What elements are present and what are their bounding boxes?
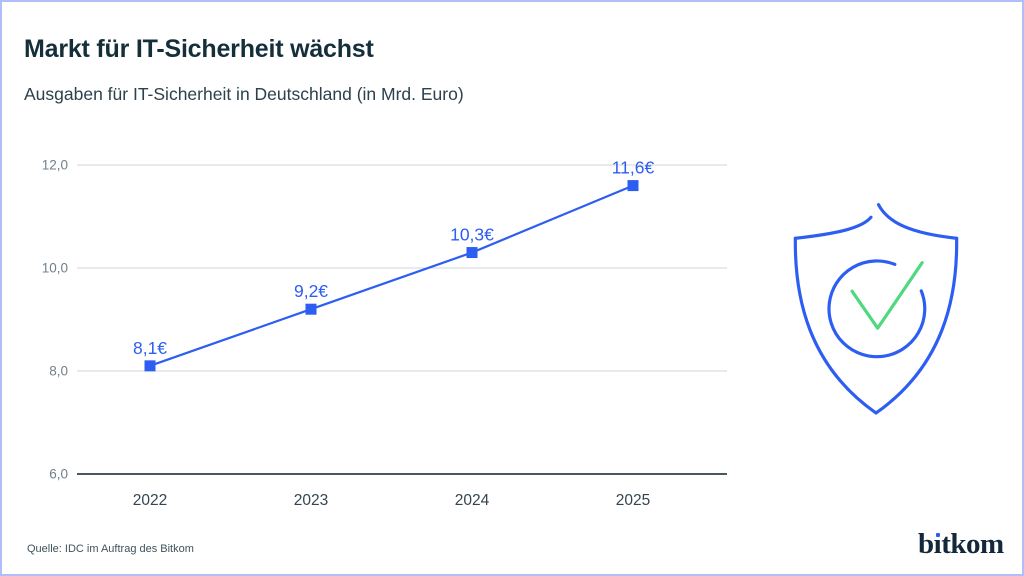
bitkom-logo: bı tkom: [918, 528, 1004, 561]
page-title: Markt für IT-Sicherheit wächst: [24, 35, 374, 63]
logo-text-suffix: tkom: [941, 528, 1004, 560]
data-point-label-2022: 8,1€: [133, 338, 167, 358]
data-line: [149, 184, 634, 367]
y-tick-label: 8,0: [49, 364, 68, 379]
data-point-2022: [144, 360, 156, 372]
data-point-label-2025: 11,6€: [612, 158, 655, 178]
logo-i-dot-icon: [935, 532, 941, 537]
shield-top-left: [793, 215, 873, 240]
y-tick-label: 10,0: [42, 261, 68, 276]
shield-right-side: [874, 236, 959, 415]
check-mark: [850, 261, 924, 330]
logo-text-prefix: b: [918, 528, 934, 560]
data-point-label-2023: 9,2€: [294, 281, 328, 301]
shield-check-icon: [792, 201, 960, 415]
shield-top-right: [876, 203, 959, 240]
x-tick-label: 2024: [455, 492, 490, 509]
logo-i-stem: ı: [933, 528, 942, 560]
data-point-2024: [466, 247, 478, 259]
page-subtitle: Ausgaben für IT-Sicherheit in Deutschlan…: [24, 84, 464, 104]
source-note: Quelle: IDC im Auftrag des Bitkom: [27, 543, 194, 555]
x-tick-label: 2023: [294, 492, 328, 509]
data-point-2023: [305, 303, 317, 315]
y-tick-label: 12,0: [42, 158, 68, 173]
shield-left-side: [793, 236, 878, 415]
logo-letter-i: ı: [933, 528, 942, 561]
inner-circle: [827, 259, 927, 359]
y-tick-label: 6,0: [49, 467, 68, 482]
data-point-label-2024: 10,3€: [450, 225, 494, 245]
data-point-2025: [627, 180, 639, 192]
x-tick-label: 2022: [133, 492, 167, 509]
x-tick-label: 2025: [616, 492, 650, 509]
